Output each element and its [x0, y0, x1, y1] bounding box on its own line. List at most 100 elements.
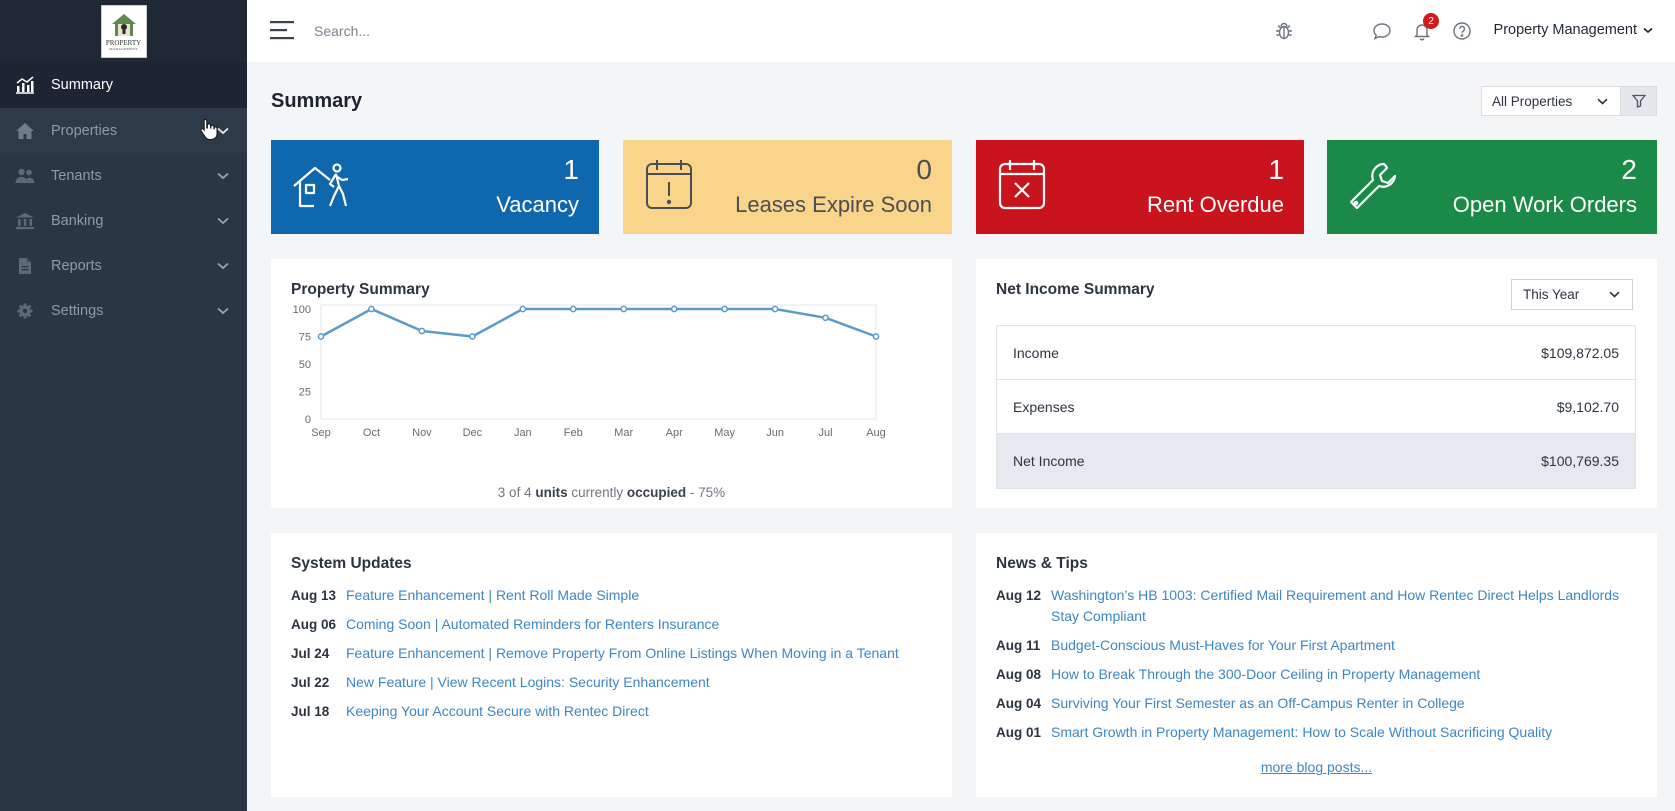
list-item: Jul 22 New Feature | View Recent Logins: … [291, 672, 931, 693]
item-date: Aug 06 [291, 617, 337, 632]
search-input[interactable] [314, 18, 814, 44]
filter-button[interactable] [1620, 86, 1657, 116]
chevron-down-icon[interactable] [217, 307, 229, 315]
chat-icon[interactable] [1371, 20, 1393, 42]
y-tick-label: 75 [299, 332, 311, 344]
list-item: Aug 04 Surviving Your First Semester as a… [996, 693, 1636, 714]
news-list: Aug 12 Washington’s HB 1003: Certified Ma… [996, 585, 1636, 751]
item-link[interactable]: Washington’s HB 1003: Certified Mail Req… [1051, 587, 1620, 624]
chevron-down-icon[interactable] [217, 172, 229, 180]
row-label: Net Income [1013, 453, 1085, 469]
occupancy-count: 3 of 4 [497, 485, 532, 500]
item-link[interactable]: How to Break Through the 300-Door Ceilin… [1051, 666, 1481, 682]
users-icon [14, 166, 36, 186]
sidebar-item-banking[interactable]: Banking [0, 198, 247, 243]
leases-expire-card[interactable]: 0 Leases Expire Soon [623, 140, 952, 234]
vacancy-label: Vacancy [496, 192, 579, 217]
property-summary-title: Property Summary [291, 281, 430, 298]
wrench-icon [1349, 162, 1397, 210]
open-work-orders-card[interactable]: 2 Open Work Orders [1327, 140, 1657, 234]
hamburger-menu-icon[interactable] [270, 20, 294, 40]
property-filter-select[interactable]: All Properties [1481, 86, 1621, 116]
chevron-down-icon[interactable] [217, 217, 229, 225]
item-date: Aug 04 [996, 696, 1042, 711]
list-item: Jul 24 Feature Enhancement | Remove Prope… [291, 643, 931, 664]
item-link[interactable]: Keeping Your Account Secure with Rentec … [346, 703, 649, 719]
sidebar-item-label: Properties [51, 122, 118, 139]
x-tick-label: Mar [614, 427, 633, 439]
leases-count: 0 [916, 154, 932, 185]
page-title: Summary [271, 90, 363, 112]
x-tick-label: Dec [463, 427, 483, 439]
table-row: Net Income $100,769.35 [997, 434, 1635, 488]
item-link[interactable]: Feature Enhancement | Remove Property Fr… [346, 645, 899, 661]
row-value: $100,769.35 [1541, 453, 1619, 469]
data-point [469, 333, 476, 340]
company-logo[interactable]: PROPERTY MANAGEMENT [100, 4, 147, 58]
sidebar-item-label: Settings [51, 302, 104, 319]
data-point [317, 333, 325, 340]
system-updates-title: System Updates [291, 555, 412, 572]
plot-frame [320, 304, 877, 420]
item-link[interactable]: Coming Soon | Automated Reminders for Re… [346, 616, 720, 632]
period-value: This Year [1523, 287, 1580, 302]
net-income-table: Income $109,872.05 Expenses $9,102.70 Ne… [996, 325, 1636, 489]
vacancy-card[interactable]: 1 Vacancy [271, 140, 599, 234]
home-icon [14, 121, 36, 141]
sidebar-item-label: Tenants [51, 167, 102, 184]
row-value: $109,872.05 [1541, 344, 1619, 361]
filter-icon [1631, 94, 1646, 108]
x-tick-label: Feb [564, 427, 583, 439]
item-link[interactable]: Budget-Conscious Must-Haves for Your Fir… [1051, 637, 1395, 653]
net-income-title: Net Income Summary [996, 281, 1155, 298]
item-date: Jul 18 [291, 704, 330, 719]
x-tick-label: Oct [363, 427, 380, 439]
system-updates-list: Aug 13 Feature Enhancement | Rent Roll Ma… [291, 585, 931, 730]
account-menu[interactable]: Property Management [1494, 22, 1653, 38]
sidebar-item-reports[interactable]: Reports [0, 243, 247, 288]
notifications-bell-icon[interactable]: 2 [1411, 13, 1439, 42]
leases-label: Leases Expire Soon [735, 192, 932, 217]
chevron-down-icon[interactable] [217, 127, 229, 135]
x-tick-label: May [714, 427, 735, 439]
occupancy-currently-word: currently [571, 485, 624, 500]
list-item: Aug 12 Washington’s HB 1003: Certified Ma… [996, 585, 1636, 627]
sidebar-item-label: Banking [51, 212, 104, 229]
item-link[interactable]: Feature Enhancement | Rent Roll Made Sim… [346, 587, 640, 603]
x-tick-label: Aug [866, 427, 886, 439]
row-label: Income [1013, 344, 1059, 361]
data-point [519, 305, 527, 313]
help-icon[interactable] [1451, 20, 1473, 42]
logo-area: PROPERTY MANAGEMENT [0, 0, 247, 62]
logo-subtext: MANAGEMENT [109, 46, 138, 51]
house-walking-person-icon [293, 163, 349, 208]
data-point [872, 333, 880, 340]
net-income-card: Net Income Summary This Year Income $109… [976, 259, 1657, 508]
period-select[interactable]: This Year [1511, 279, 1633, 310]
sidebar-nav: Summary Properties Tenants Banking [0, 62, 247, 333]
item-link[interactable]: New Feature | View Recent Logins: Securi… [346, 674, 710, 690]
x-tick-label: Jul [819, 427, 833, 439]
sidebar-item-settings[interactable]: Settings [0, 288, 247, 333]
bug-icon[interactable] [1273, 20, 1295, 42]
chevron-down-icon [1597, 98, 1608, 105]
y-tick-label: 25 [299, 387, 311, 399]
sidebar-item-tenants[interactable]: Tenants [0, 153, 247, 198]
sidebar-item-summary[interactable]: Summary [0, 62, 247, 108]
more-blog-posts-link[interactable]: more blog posts... [1260, 759, 1373, 775]
y-tick-label: 100 [293, 304, 311, 316]
rent-overdue-card[interactable]: 1 Rent Overdue [976, 140, 1304, 234]
data-point [418, 327, 426, 335]
item-date: Jul 24 [291, 646, 330, 661]
item-link[interactable]: Surviving Your First Semester as an Off-… [1051, 695, 1465, 711]
calendar-alert-icon [646, 160, 692, 209]
table-row: Expenses $9,102.70 [997, 380, 1635, 434]
vacancy-count: 1 [563, 154, 579, 185]
list-item: Jul 18 Keeping Your Account Secure with R… [291, 701, 931, 722]
x-tick-label: Apr [666, 427, 683, 439]
data-point [620, 305, 628, 313]
item-link[interactable]: Smart Growth in Property Management: How… [1051, 724, 1553, 740]
y-tick-label: 0 [305, 414, 311, 426]
chevron-down-icon[interactable] [217, 262, 229, 270]
work-orders-count: 2 [1621, 154, 1637, 185]
